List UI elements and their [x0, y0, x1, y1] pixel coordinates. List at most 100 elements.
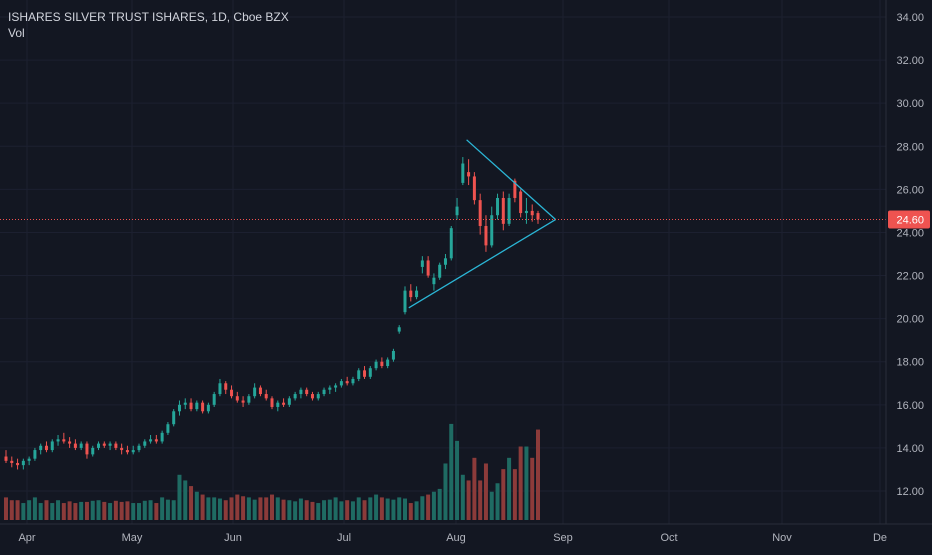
- candle: [21, 458, 25, 470]
- candle-body: [472, 176, 476, 201]
- volume-bar: [408, 503, 413, 520]
- candle-body: [108, 443, 112, 446]
- trendlines[interactable]: [408, 139, 556, 309]
- volume-bar: [235, 494, 240, 520]
- volume-legend-label[interactable]: Vol: [8, 26, 25, 40]
- candle-body: [536, 213, 540, 220]
- candle-body: [409, 290, 413, 298]
- candle: [420, 256, 424, 274]
- candle-body: [62, 439, 66, 442]
- candle: [357, 368, 361, 382]
- candle: [524, 197, 528, 224]
- volume-bar: [142, 500, 147, 520]
- candle-body: [16, 462, 20, 466]
- candle: [305, 387, 309, 397]
- volume-bar: [61, 503, 66, 520]
- candle-body: [235, 396, 239, 401]
- candle-body: [160, 432, 164, 442]
- candle: [328, 385, 332, 395]
- grid: [0, 0, 886, 524]
- candle-body: [293, 394, 297, 399]
- volume-bar: [327, 499, 332, 520]
- candle-body: [449, 228, 453, 259]
- volume-bar: [420, 496, 425, 520]
- candle: [50, 439, 54, 453]
- candle: [16, 458, 20, 470]
- candle: [507, 193, 511, 226]
- volume-bar: [9, 500, 14, 520]
- volume-bars: [4, 423, 540, 520]
- volume-bar: [362, 500, 367, 520]
- candle: [461, 157, 465, 186]
- candle: [299, 387, 303, 399]
- volume-bar: [304, 500, 309, 520]
- candle: [316, 391, 320, 401]
- volume-bar: [258, 497, 263, 520]
- candle-body: [455, 206, 459, 216]
- candle: [310, 391, 314, 401]
- last-price-tag-label: 24.60: [896, 215, 924, 227]
- price-axis[interactable]: 34.00 32.00 30.00 28.00 26.00 24.00 22.00 20.00…: [0, 0, 932, 525]
- volume-bar: [431, 491, 436, 520]
- volume-bar: [339, 501, 344, 520]
- candle: [322, 387, 326, 397]
- candle-body: [253, 387, 257, 397]
- volume-bar: [44, 500, 49, 520]
- candle: [478, 193, 482, 235]
- symbol-title[interactable]: ISHARES SILVER TRUST ISHARES, 1D, Cboe B…: [8, 10, 289, 24]
- candle-body: [195, 402, 199, 410]
- volume-bar: [96, 500, 101, 520]
- y-tick-label: 24.00: [896, 227, 924, 239]
- volume-bar: [223, 500, 228, 520]
- candle-body: [438, 264, 442, 278]
- candle: [68, 437, 72, 448]
- candle-body: [33, 450, 37, 459]
- candle-body: [328, 387, 332, 390]
- candle-body: [478, 200, 482, 226]
- volume-bar: [379, 497, 384, 520]
- volume-bar: [310, 501, 315, 520]
- volume-bar: [293, 501, 298, 520]
- volume-bar: [50, 503, 55, 520]
- candle-body: [490, 215, 494, 246]
- candle: [258, 385, 262, 397]
- candle-body: [97, 443, 101, 448]
- candle: [345, 376, 349, 386]
- volume-bar: [113, 500, 118, 520]
- volume-bar: [403, 498, 407, 520]
- candle: [443, 254, 447, 270]
- x-tick-label: Apr: [18, 532, 35, 544]
- candle-body: [258, 387, 262, 395]
- candle: [490, 206, 494, 248]
- candle-body: [166, 424, 170, 433]
- volume-bar: [108, 503, 113, 520]
- volume-bar: [73, 503, 78, 520]
- candle-body: [363, 370, 367, 377]
- x-tick-label: Jul: [337, 532, 351, 544]
- volume-bar: [391, 499, 396, 520]
- candle: [39, 443, 43, 455]
- time-axis[interactable]: Apr May Jun Jul Aug Sep Oct Nov De: [18, 532, 887, 544]
- volume-bar: [246, 497, 251, 520]
- candle: [195, 400, 199, 412]
- candle-body: [218, 383, 222, 395]
- candle-body: [230, 389, 234, 397]
- y-tick-label: 18.00: [896, 357, 924, 369]
- candle-body: [351, 378, 355, 384]
- y-tick-label: 20.00: [896, 314, 924, 326]
- candle: [368, 366, 372, 379]
- candle-body: [519, 191, 523, 214]
- volume-bar: [298, 498, 303, 520]
- candle: [201, 400, 205, 414]
- candle: [415, 286, 419, 300]
- volume-bar: [489, 491, 494, 520]
- last-price-tag: 24.60: [888, 210, 930, 229]
- candle: [166, 422, 170, 435]
- volume-bar: [483, 463, 488, 520]
- volume-bar: [119, 501, 124, 520]
- volume-bar: [177, 474, 182, 520]
- candle-body: [374, 361, 378, 369]
- candle-body: [530, 210, 534, 216]
